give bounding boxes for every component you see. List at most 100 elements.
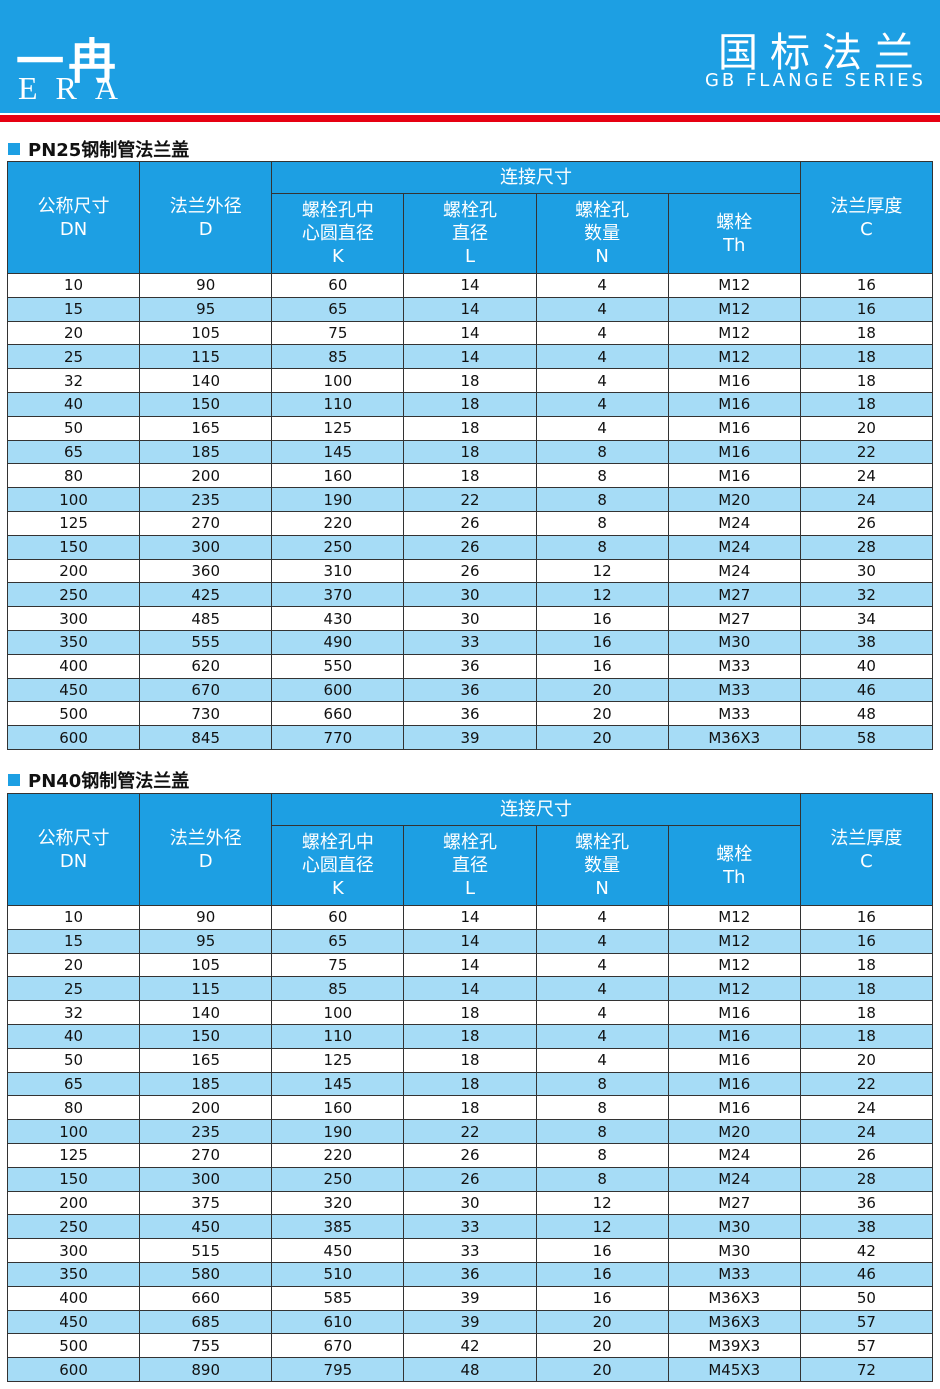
cell: 270 <box>139 1142 273 1168</box>
cell: 8 <box>535 1071 669 1097</box>
cell: M33 <box>667 1261 801 1287</box>
cell: 500 <box>6 701 141 727</box>
cell: 150 <box>139 1023 273 1049</box>
logo-en: ERA <box>18 70 136 106</box>
cell: 100 <box>6 1119 141 1144</box>
cell: M33 <box>667 677 801 703</box>
cell: M12 <box>667 952 801 978</box>
cell: 14 <box>403 905 537 930</box>
column-header: 螺栓孔 直径 L <box>403 825 537 906</box>
cell: M16 <box>667 368 801 393</box>
cell: 20 <box>535 677 669 703</box>
cell: 12 <box>535 1214 669 1240</box>
cell: 4 <box>535 1000 669 1025</box>
cell: 730 <box>139 701 273 727</box>
cell: 18 <box>403 1023 537 1049</box>
cell: 25 <box>6 976 141 1002</box>
cell: 500 <box>6 1333 141 1359</box>
cell: 150 <box>139 391 273 417</box>
column-header-line: 螺栓孔 <box>442 832 497 853</box>
section-title: PN25钢制管法兰盖 <box>8 136 189 162</box>
data-row: 65 185 145 18 8 M16 22 <box>6 1071 934 1097</box>
cell: M20 <box>667 1119 801 1144</box>
cell: 350 <box>6 629 141 655</box>
cell: 270 <box>139 510 273 536</box>
header-row: 公称尺寸 DN 法兰外径 D 连接尺寸 法兰厚度 C <box>6 793 934 906</box>
cell: 18 <box>799 976 934 1002</box>
cell: 235 <box>139 1119 273 1144</box>
data-row: 15 95 65 14 4 M12 16 <box>6 928 934 954</box>
data-row: 300 515 450 33 16 M30 42 <box>6 1238 934 1263</box>
data-row: 200 375 320 30 12 M27 36 <box>6 1190 934 1216</box>
column-header-line: DN <box>59 850 88 872</box>
cell: 770 <box>271 725 405 750</box>
cell: 18 <box>799 952 934 978</box>
cell: M16 <box>667 1023 801 1049</box>
cell: 235 <box>139 487 273 512</box>
column-header-line: Th <box>723 866 746 888</box>
cell: 14 <box>403 952 537 978</box>
cell: 33 <box>403 629 537 655</box>
data-row: 10 90 60 14 4 M12 16 <box>6 905 934 930</box>
cell: 18 <box>799 368 934 393</box>
column-header: 螺栓孔中 心圆直径 K <box>271 193 405 274</box>
column-header-line: D <box>198 850 213 872</box>
cell: M12 <box>667 320 801 346</box>
data-row: 600 890 795 48 20 M45X3 72 <box>6 1357 934 1382</box>
cell: 450 <box>139 1214 273 1240</box>
cell: 18 <box>799 1000 934 1025</box>
cell: 670 <box>271 1333 405 1359</box>
cell: M27 <box>667 582 801 608</box>
cell: 200 <box>6 558 141 584</box>
cell: 550 <box>271 653 405 679</box>
cell: 26 <box>403 510 537 536</box>
cell: 85 <box>271 344 405 370</box>
cell: 20 <box>535 701 669 727</box>
cell: 10 <box>6 273 141 298</box>
header-row: 螺栓孔中 心圆直径 K 螺栓孔 直径 L 螺栓孔 数量 N 螺栓 Th <box>8 825 933 906</box>
cell: 8 <box>535 439 669 465</box>
data-row: 20 105 75 14 4 M12 18 <box>6 952 934 978</box>
group-header: 连接尺寸 <box>271 161 801 194</box>
cell: 18 <box>799 391 934 417</box>
data-row: 32 140 100 18 4 M16 18 <box>6 1000 934 1025</box>
column-header: 螺栓孔 数量 N <box>535 193 669 274</box>
cell: 4 <box>535 415 669 441</box>
column-header-line: 公称尺寸 <box>37 827 110 849</box>
data-row: 25 115 85 14 4 M12 18 <box>6 344 934 370</box>
cell: 34 <box>799 606 934 631</box>
cell: 20 <box>535 1333 669 1359</box>
column-header: 法兰外径 D <box>139 161 273 274</box>
cell: 115 <box>139 344 273 370</box>
cell: 4 <box>535 1047 669 1073</box>
cell: 600 <box>271 677 405 703</box>
cell: M36X3 <box>667 1309 801 1335</box>
column-header-line: L <box>464 878 475 899</box>
cell: 200 <box>139 463 273 489</box>
cell: 18 <box>799 344 934 370</box>
cell: 660 <box>139 1285 273 1311</box>
cell: 32 <box>6 368 141 393</box>
cell: 90 <box>139 273 273 298</box>
cell: 14 <box>403 296 537 322</box>
cell: 26 <box>799 510 934 536</box>
cell: 14 <box>403 344 537 370</box>
cell: M16 <box>667 1047 801 1073</box>
cell: 40 <box>799 653 934 679</box>
column-header: 公称尺寸 DN <box>6 793 141 906</box>
cell: M16 <box>667 439 801 465</box>
column-header-line: DN <box>59 218 88 240</box>
cell: 580 <box>139 1261 273 1287</box>
cell: 165 <box>139 415 273 441</box>
cell: 36 <box>403 1261 537 1287</box>
logo-cn: 一冉 <box>16 34 121 90</box>
data-row: 400 660 585 39 16 M36X3 50 <box>6 1285 934 1311</box>
cell: 4 <box>535 952 669 978</box>
cell: 12 <box>535 1190 669 1216</box>
cell: 16 <box>535 1261 669 1287</box>
cell: 450 <box>6 677 141 703</box>
cell: 660 <box>271 701 405 727</box>
section-title: PN40钢制管法兰盖 <box>8 767 189 793</box>
cell: 220 <box>271 1142 405 1168</box>
data-row: 65 185 145 18 8 M16 22 <box>6 439 934 465</box>
